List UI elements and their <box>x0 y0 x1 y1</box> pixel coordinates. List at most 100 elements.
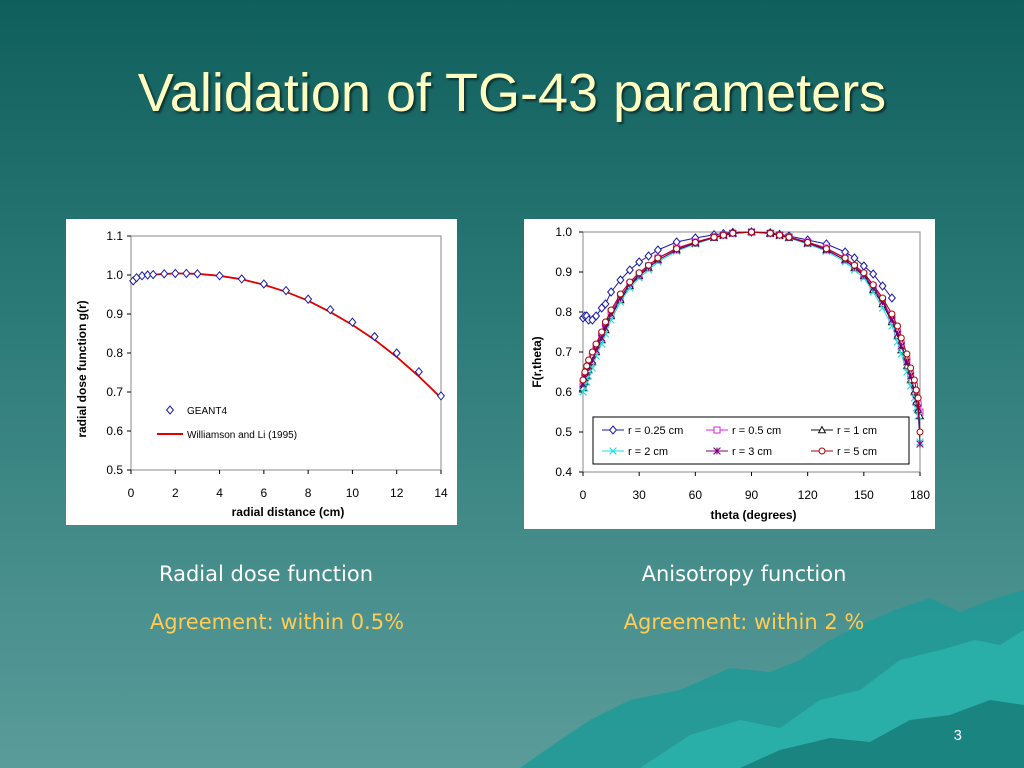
data-point <box>607 287 616 297</box>
series-r-1-cm <box>578 227 925 420</box>
data-point <box>729 229 737 237</box>
geant4-point <box>414 366 423 377</box>
data-point <box>654 254 662 262</box>
data-point <box>635 257 644 267</box>
y-axis-label: radial dose function g(r) <box>75 300 89 437</box>
data-point <box>897 334 905 342</box>
y-axis-label: F(r,theta) <box>530 336 544 387</box>
data-point <box>879 294 887 302</box>
y-tick-label: 0.5 <box>106 463 123 477</box>
x-tick-label: 30 <box>632 488 646 502</box>
geant4-point <box>149 269 158 280</box>
geant4-point <box>370 331 379 342</box>
legend-marker <box>609 447 617 455</box>
geant4-point <box>171 268 180 279</box>
y-tick-label: 0.8 <box>106 346 123 360</box>
data-point <box>607 306 615 314</box>
geant4-point <box>160 269 169 279</box>
x-tick-label: 180 <box>910 488 930 502</box>
x-tick-label: 12 <box>390 486 404 500</box>
data-point <box>894 322 902 330</box>
x-tick-label: 0 <box>580 488 587 502</box>
data-point <box>673 245 681 253</box>
y-tick-label: 1.1 <box>106 229 123 243</box>
y-tick-label: 0.6 <box>555 385 572 399</box>
legend-label: r = 5 cm <box>837 446 877 458</box>
data-point <box>579 376 587 384</box>
series-r-0-5-cm <box>579 228 924 416</box>
data-point <box>581 368 589 376</box>
data-point <box>869 269 878 279</box>
x-axis-label: radial distance (cm) <box>232 505 345 519</box>
data-point <box>888 310 896 318</box>
y-tick-label: 1.0 <box>555 225 572 239</box>
x-tick-label: 10 <box>346 486 360 500</box>
data-point <box>910 376 918 384</box>
legend-box <box>592 416 910 465</box>
data-point <box>592 311 601 321</box>
x-tick-label: 6 <box>261 486 268 500</box>
legend-label: r = 3 cm <box>732 446 772 458</box>
data-point <box>626 278 634 286</box>
legend-marker <box>608 425 618 435</box>
x-tick-label: 4 <box>216 486 223 500</box>
data-point <box>860 269 868 277</box>
x-tick-label: 150 <box>854 488 874 502</box>
legend-marker <box>713 447 721 455</box>
data-point <box>916 440 924 448</box>
data-point <box>907 364 915 372</box>
data-point <box>691 238 699 246</box>
legend-label: r = 1 cm <box>837 425 877 437</box>
data-point <box>601 299 610 309</box>
data-point <box>822 245 830 253</box>
y-tick-label: 0.7 <box>106 385 123 399</box>
data-point <box>887 293 896 303</box>
data-point <box>912 386 920 394</box>
left-agreement: Agreement: within 0.5% <box>149 610 405 634</box>
y-tick-label: 0.5 <box>555 425 572 439</box>
data-point <box>841 254 849 262</box>
legend-geant4-label: GEANT4 <box>187 406 227 417</box>
y-tick-label: 0.8 <box>555 305 572 319</box>
data-point <box>585 356 593 364</box>
anisotropy-chart: 0.4 0.5 0.6 0.7 0.8 0.9 1.0 0 30 60 90 120 150 180 the… <box>524 219 935 529</box>
legend-label: r = 0.5 cm <box>732 425 781 437</box>
geant4-point <box>259 279 268 289</box>
data-point <box>785 233 793 241</box>
y-tick-label: 0.7 <box>555 345 572 359</box>
series-line <box>582 231 893 321</box>
x-tick-label: 8 <box>305 486 312 500</box>
slide-title: Validation of TG-43 parameters <box>137 63 887 123</box>
geant4-point <box>304 294 313 304</box>
data-point <box>850 253 859 263</box>
data-point <box>710 233 718 241</box>
data-point <box>903 350 911 358</box>
geant4-point <box>281 285 291 296</box>
data-point <box>579 388 587 396</box>
data-point <box>850 261 858 269</box>
series-line <box>582 231 921 445</box>
geant4-point <box>237 274 246 284</box>
geant4-point <box>182 268 191 279</box>
series-line <box>582 231 921 443</box>
y-tick-label: 0.9 <box>555 265 572 279</box>
data-point <box>616 275 625 285</box>
right-agreement: Agreement: within 2 % <box>623 610 865 634</box>
geant4-point <box>193 269 202 279</box>
legend-marker <box>713 426 721 434</box>
data-point <box>888 322 896 330</box>
series-r-3-cm <box>579 228 924 448</box>
legend-marker <box>818 447 826 455</box>
y-tick-label: 0.4 <box>555 465 572 479</box>
y-tick-label: 0.6 <box>106 424 123 438</box>
legend-williamson-label: Williamson and Li (1995) <box>187 430 297 441</box>
data-point <box>645 261 653 269</box>
series-r-5-cm <box>579 228 924 436</box>
data-point <box>766 229 774 237</box>
x-tick-label: 120 <box>798 488 818 502</box>
data-point <box>601 318 609 326</box>
x-tick-label: 60 <box>689 488 703 502</box>
data-point <box>776 231 784 239</box>
series-line <box>582 231 921 433</box>
series-line <box>582 231 921 417</box>
